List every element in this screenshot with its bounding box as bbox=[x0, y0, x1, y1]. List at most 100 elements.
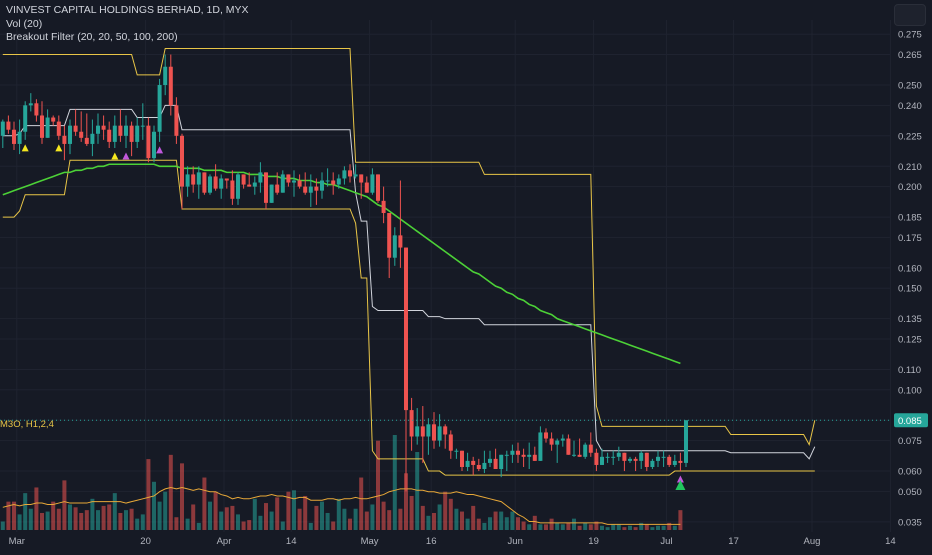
volume-bar bbox=[583, 522, 588, 530]
volume-bar bbox=[348, 518, 352, 530]
volume-bar bbox=[124, 510, 128, 530]
volume-bar bbox=[667, 522, 672, 530]
volume-bar bbox=[79, 512, 84, 530]
candle-body bbox=[583, 444, 588, 457]
candle-body bbox=[135, 125, 140, 142]
time-tick-label: Jun bbox=[508, 536, 523, 547]
volume-bar bbox=[219, 511, 224, 530]
volume-bar bbox=[51, 501, 56, 530]
volume-bar bbox=[331, 521, 336, 530]
volume-bar bbox=[96, 510, 100, 530]
time-tick-label: 14 bbox=[286, 536, 297, 547]
volume-bar bbox=[258, 515, 263, 530]
volume-bar bbox=[622, 527, 627, 530]
volume-bar bbox=[129, 508, 134, 530]
breakout-indicator-title[interactable]: Breakout Filter (20, 20, 50, 100, 200) bbox=[6, 31, 178, 43]
time-tick-label: Mar bbox=[9, 536, 25, 547]
volume-bar bbox=[415, 452, 420, 530]
price-tick-label: 0.210 bbox=[898, 162, 922, 173]
volume-bar bbox=[185, 518, 190, 530]
volume-bar bbox=[538, 524, 543, 530]
volume-bar bbox=[588, 524, 593, 530]
candle-body bbox=[168, 66, 173, 106]
candle-body bbox=[353, 174, 358, 177]
candle-body bbox=[370, 174, 375, 193]
volume-bar bbox=[448, 498, 453, 530]
candle-body bbox=[118, 125, 123, 136]
candle-body bbox=[588, 444, 593, 453]
candle-body bbox=[241, 174, 246, 185]
volume-bar bbox=[404, 473, 408, 530]
candle-body bbox=[28, 103, 33, 106]
volume-bar bbox=[23, 493, 28, 530]
candle-body bbox=[415, 426, 420, 437]
volume-bar bbox=[208, 501, 212, 530]
volume-bar bbox=[17, 514, 22, 530]
candle-body bbox=[499, 454, 504, 470]
volume-bar bbox=[488, 517, 492, 530]
candle-body bbox=[23, 105, 28, 132]
candle-body bbox=[331, 180, 336, 185]
price-tick-label: 0.075 bbox=[898, 436, 922, 447]
volume-bar bbox=[499, 511, 504, 530]
candle-body bbox=[656, 456, 660, 461]
volume-bar bbox=[465, 518, 470, 530]
candle-body bbox=[40, 115, 44, 138]
candle-body bbox=[342, 170, 347, 179]
volume-bar bbox=[180, 463, 184, 530]
last-price-tag-label: 0.085 bbox=[898, 416, 922, 427]
candle-body bbox=[432, 424, 436, 441]
candle-body bbox=[224, 178, 229, 181]
volume-bar bbox=[644, 524, 649, 530]
candle-body bbox=[392, 235, 397, 258]
candle-body bbox=[488, 458, 492, 463]
candle-body bbox=[644, 452, 649, 467]
chart-legend: VINVEST CAPITAL HOLDINGS BERHAD, 1D, MYX… bbox=[6, 4, 249, 45]
candle-body bbox=[269, 184, 274, 203]
time-axis[interactable]: Mar 20 Apr 14 May 16 Jun 19 Jul 17 Aug 14 bbox=[9, 536, 896, 547]
volume-bar bbox=[454, 508, 459, 530]
volume-bar bbox=[432, 512, 436, 530]
candle-body bbox=[45, 117, 50, 138]
volume-bar bbox=[303, 495, 308, 530]
buy-signal-marker bbox=[55, 144, 63, 152]
volume-bars bbox=[0, 435, 683, 530]
volume-bar bbox=[252, 498, 257, 530]
volume-bar bbox=[370, 504, 375, 530]
volume-bar bbox=[314, 505, 319, 530]
candle-body bbox=[202, 172, 207, 193]
time-tick-label: 14 bbox=[885, 536, 896, 547]
price-axis[interactable]: 0.275 0.265 0.250 0.240 0.225 0.210 0.200 0.185… bbox=[894, 30, 928, 529]
volume-bar bbox=[264, 503, 268, 530]
volume-bar bbox=[476, 518, 481, 530]
candle-body bbox=[62, 135, 67, 144]
candle-body bbox=[73, 125, 78, 132]
candle-body bbox=[572, 454, 576, 456]
candle-body bbox=[443, 426, 448, 435]
volume-bar bbox=[247, 520, 252, 530]
chart-settings-button[interactable] bbox=[894, 4, 926, 26]
candle-body bbox=[152, 131, 156, 159]
candle-body bbox=[140, 125, 145, 127]
volume-bar bbox=[62, 480, 67, 530]
candle-body bbox=[387, 213, 392, 258]
volume-indicator-title[interactable]: Vol (20) bbox=[6, 17, 43, 30]
volume-bar bbox=[560, 524, 565, 530]
candle-body bbox=[180, 135, 184, 187]
last-price-tag bbox=[894, 413, 928, 428]
volume-bar bbox=[12, 501, 16, 530]
symbol-title[interactable]: VINVEST CAPITAL HOLDINGS BERHAD, 1D, MYX bbox=[6, 4, 249, 16]
candle-body bbox=[0, 121, 5, 136]
volume-bar bbox=[616, 524, 621, 530]
volume-bar bbox=[191, 504, 196, 530]
time-tick-label: May bbox=[361, 536, 379, 547]
volume-bar bbox=[426, 515, 431, 530]
volume-bar bbox=[286, 491, 291, 530]
price-tick-label: 0.240 bbox=[898, 101, 922, 112]
volume-bar bbox=[275, 497, 280, 530]
volume-bar bbox=[482, 522, 487, 530]
volume-bar bbox=[549, 518, 554, 530]
